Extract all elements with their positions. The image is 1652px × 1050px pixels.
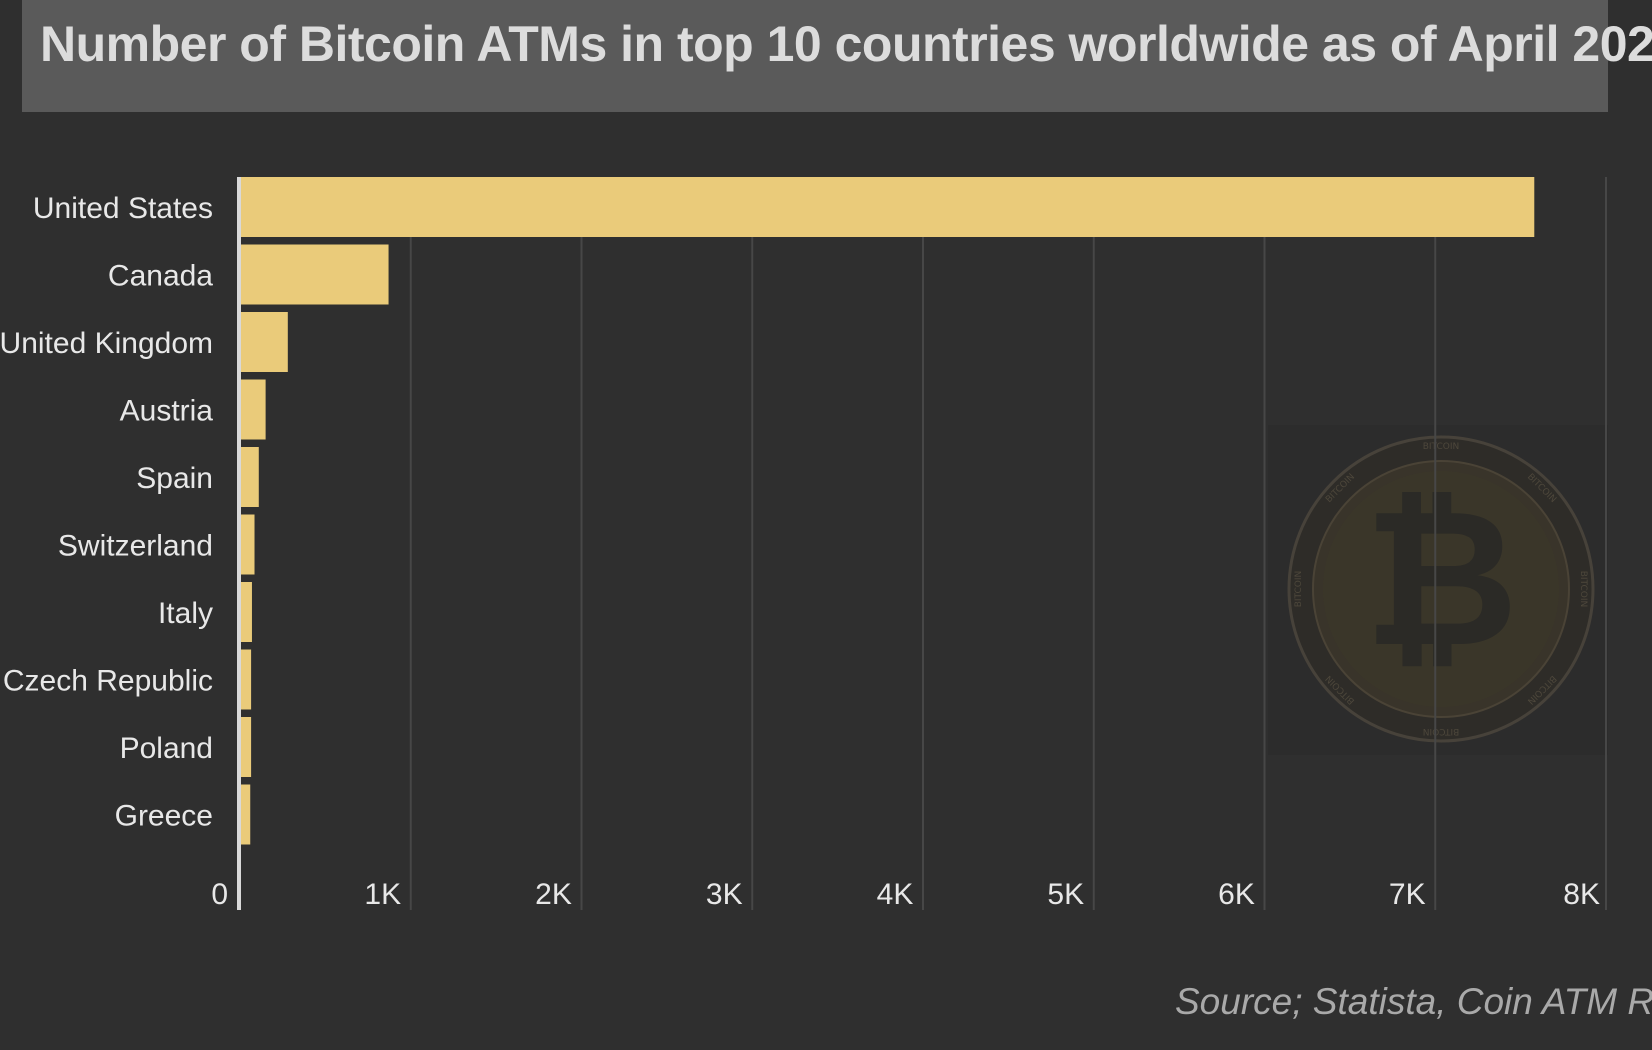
bar [240, 582, 252, 642]
tick-label: 3K [706, 878, 743, 911]
category-label: Canada [108, 260, 213, 293]
category-label: Switzerland [58, 530, 213, 563]
bitcoin-symbol-icon: ₿ [1364, 468, 1519, 689]
title-bar: Number of Bitcoin ATMs in top 10 countri… [22, 0, 1652, 112]
category-label: Czech Republic [3, 665, 213, 698]
category-label: United States [33, 192, 213, 225]
bar [240, 244, 389, 305]
category-label: Italy [158, 597, 213, 630]
bar [240, 717, 252, 777]
bar [240, 649, 252, 710]
tick-labels: 0 1K 2K 3K 4K 5K 6K 7K 8K [211, 878, 1600, 911]
tick-label: 5K [1047, 878, 1084, 911]
bar [240, 379, 266, 440]
tick-label: 0 [211, 878, 228, 911]
category-label: Poland [120, 732, 213, 765]
bar [240, 784, 251, 845]
category-label: United Kingdom [0, 327, 213, 360]
gridlines [409, 177, 1607, 910]
coin-face [1323, 471, 1559, 707]
bar [240, 312, 288, 372]
source-note: Source; Statista, Coin ATM Radar [1175, 981, 1652, 1022]
bar [240, 177, 1535, 237]
tick-label: 6K [1218, 878, 1255, 911]
tick-label: 7K [1389, 878, 1426, 911]
category-label: Greece [115, 800, 213, 833]
coin-ring-text: BITCOIN [1423, 442, 1460, 452]
category-labels: United States Canada United Kingdom Austria… [0, 192, 213, 833]
tick-label: 8K [1563, 878, 1600, 911]
bar [240, 447, 259, 507]
coin-ring-text: BITCOIN [1578, 571, 1588, 608]
tick-label: 4K [877, 878, 914, 911]
tick-label: 1K [364, 878, 401, 911]
coin-ring-text: BITCOIN [1423, 726, 1460, 736]
tick-label: 2K [535, 878, 572, 911]
bar [240, 514, 255, 575]
bars [240, 177, 1535, 845]
bitcoin-coin-icon: BITCOINBITCOINBITCOINBITCOINBITCOINBITCO… [1268, 425, 1608, 755]
category-label: Spain [136, 462, 213, 495]
coin-ring-text: BITCOIN [1294, 571, 1304, 608]
chart-title: Number of Bitcoin ATMs in top 10 countri… [40, 16, 1652, 72]
category-label: Austria [120, 395, 214, 428]
